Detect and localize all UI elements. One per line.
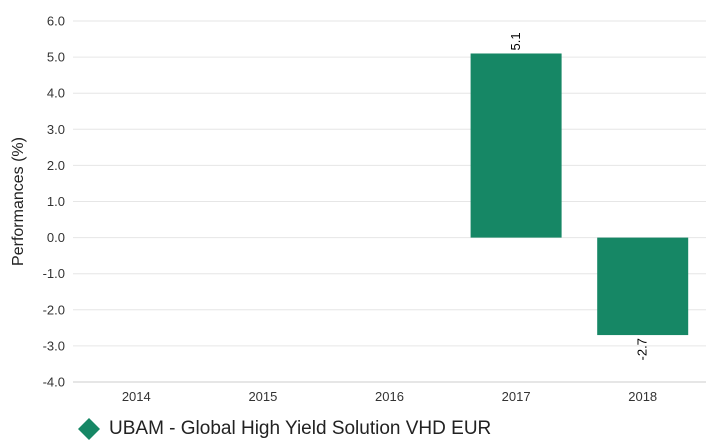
x-tick-label: 2018 — [628, 389, 657, 404]
legend[interactable]: UBAM - Global High Yield Solution VHD EU… — [78, 418, 491, 440]
data-label-2017: 5.1 — [508, 32, 523, 50]
y-tick-label: -2.0 — [43, 302, 65, 317]
data-label-2018: -2.7 — [635, 338, 650, 360]
x-tick-label: 2015 — [248, 389, 277, 404]
x-tick-label: 2014 — [122, 389, 151, 404]
y-tick-label: -3.0 — [43, 338, 65, 353]
bar-2018[interactable] — [597, 237, 689, 336]
y-tick-label: 2.0 — [47, 158, 65, 173]
y-tick-label: -1.0 — [43, 266, 65, 281]
y-tick-label: 5.0 — [47, 50, 65, 65]
x-tick-label: 2017 — [502, 389, 531, 404]
y-axis-title: Performances (%) — [10, 137, 27, 266]
y-tick-label: 6.0 — [47, 14, 65, 29]
y-axis-tick-labels: -4.0 -3.0 -2.0 -1.0 0.0 1.0 2.0 3.0 4.0 5.0 6.0 — [43, 14, 65, 390]
y-tick-label: 4.0 — [47, 86, 65, 101]
y-tick-label: 0.0 — [47, 230, 65, 245]
bars — [470, 53, 689, 336]
y-tick-label: -4.0 — [43, 375, 65, 390]
bar-2017[interactable] — [470, 53, 562, 238]
legend-diamond-icon — [78, 418, 100, 440]
gridlines — [73, 20, 706, 383]
x-tick-label: 2016 — [375, 389, 404, 404]
y-tick-label: 3.0 — [47, 122, 65, 137]
legend-label: UBAM - Global High Yield Solution VHD EU… — [109, 418, 492, 439]
x-axis-tick-labels: 2014 2015 2016 2017 2018 — [122, 389, 657, 404]
y-tick-label: 1.0 — [47, 194, 65, 209]
data-labels: 5.1 -2.7 — [508, 32, 650, 360]
